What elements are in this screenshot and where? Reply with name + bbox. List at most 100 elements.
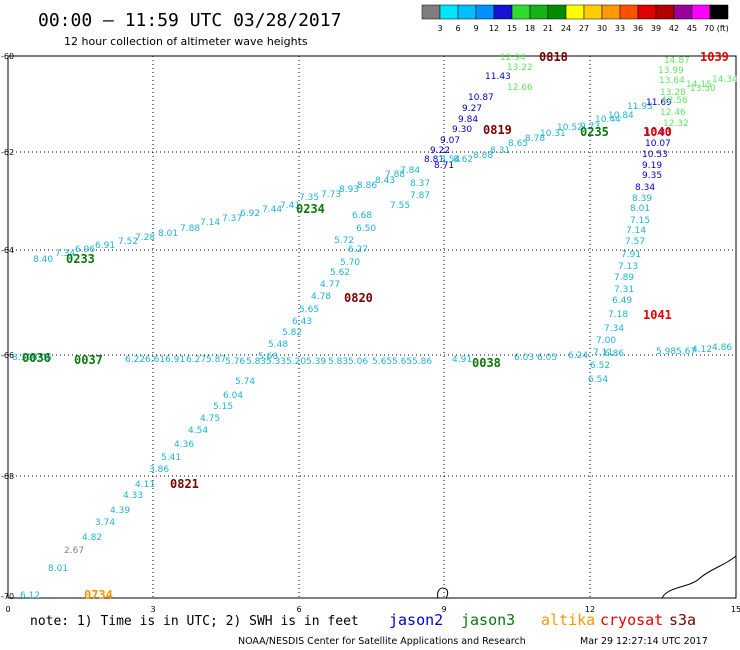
- wave-height-value: 7.52: [118, 237, 138, 247]
- wave-height-value: 9.19: [642, 161, 662, 171]
- wave-height-value: 5.82: [282, 328, 302, 338]
- wave-height-value: 14.34: [712, 75, 738, 85]
- wave-height-value: 10.44: [595, 115, 621, 125]
- scale-swatch: [547, 4, 567, 20]
- wave-height-value: 8.01: [630, 204, 650, 214]
- page-subtitle: 12 hour collection of altimeter wave hei…: [64, 35, 308, 48]
- wave-height-value: 11.93: [627, 102, 653, 112]
- scale-swatch: [493, 4, 513, 20]
- scale-swatch: [457, 4, 477, 20]
- wave-height-value: 6.27: [186, 355, 206, 365]
- wave-height-value: 6.92: [240, 209, 260, 219]
- footer-credit: NOAA/NESDIS Center for Satellite Applica…: [238, 636, 526, 647]
- wave-height-value: 6.86: [604, 349, 624, 359]
- satellite-legend-item: altika: [541, 611, 595, 629]
- pass-time-label: 1041: [643, 308, 672, 322]
- x-tick-label: 15: [731, 605, 740, 614]
- wave-height-value: 9.22: [430, 146, 450, 156]
- wave-height-value: 6.12: [20, 591, 40, 601]
- pass-time-label: 1039: [700, 50, 729, 64]
- wave-height-value: 12.94: [500, 53, 526, 63]
- wave-height-value: 7.55: [390, 201, 410, 211]
- wave-height-value: 8.54: [440, 155, 460, 165]
- wave-height-value: 5.65: [372, 357, 392, 367]
- wave-height-value: 11.43: [485, 72, 511, 82]
- wave-height-value: 7.57: [625, 237, 645, 247]
- wave-height-value: 3.86: [149, 465, 169, 475]
- wave-height-value: 8.34: [635, 183, 655, 193]
- wave-height-value: 5.06: [348, 357, 368, 367]
- pass-time-label: 0037: [74, 353, 103, 367]
- scale-label: 30: [597, 24, 607, 33]
- wave-height-value: 5.65: [299, 305, 319, 315]
- wave-height-value: 7.41: [280, 201, 300, 211]
- wave-height-value: 8.62: [453, 155, 473, 165]
- wave-height-value: 4.11: [135, 480, 155, 490]
- scale-swatch: [439, 4, 459, 20]
- scale-label: 12: [489, 24, 499, 33]
- wave-height-value: 6.03: [514, 353, 534, 363]
- wave-height-value: 11.69: [646, 98, 672, 108]
- wave-height-value: 12.66: [507, 83, 533, 93]
- scale-label: 42: [669, 24, 679, 33]
- scale-label: 45: [687, 24, 697, 33]
- wave-height-value: 10.52: [557, 123, 583, 133]
- wave-height-value: 8.65: [508, 139, 528, 149]
- wave-height-value: 14.15: [686, 80, 712, 90]
- x-tick-label: 12: [585, 605, 595, 614]
- wave-height-value: 12.46: [660, 108, 686, 118]
- wave-height-value: 10.80: [645, 128, 671, 138]
- wave-height-value: 8.01: [158, 229, 178, 239]
- scale-swatch: [511, 4, 531, 20]
- wave-height-value: 8.43: [375, 176, 395, 186]
- wave-height-value: 8.40: [33, 255, 53, 265]
- wave-height-value: 6.22: [125, 355, 145, 365]
- scale-label: 3: [437, 24, 442, 33]
- wave-height-value: 12.56: [662, 96, 688, 106]
- y-tick-label: -64: [1, 246, 14, 255]
- wave-height-value: 8.71: [434, 161, 454, 171]
- wave-height-value: 7.44: [262, 205, 282, 215]
- wave-height-value: 7.34: [55, 249, 75, 259]
- satellite-legend-item: s3a: [669, 611, 696, 629]
- wave-height-value: 7.18: [608, 310, 628, 320]
- wave-height-value: 6.91: [95, 241, 115, 251]
- wave-height-value: 7.13: [618, 262, 638, 272]
- wave-height-value: 7.14: [200, 218, 220, 228]
- pass-time-label: 0234: [296, 202, 325, 216]
- wave-height-value: 3.74: [95, 518, 115, 528]
- scale-label: 39: [651, 24, 661, 33]
- pass-time-label: 0821: [170, 477, 199, 491]
- wave-height-value: 7.87: [410, 191, 430, 201]
- wave-height-value: 7.89: [614, 273, 634, 283]
- wave-height-value: 6.96: [75, 245, 95, 255]
- wave-height-value: 9.27: [462, 104, 482, 114]
- wave-height-value: 7.73: [321, 190, 341, 200]
- page-title: 00:00 – 11:59 UTC 03/28/2017: [38, 10, 341, 31]
- satellite-legend-item: jason3: [461, 611, 515, 629]
- wave-height-value: 5.86: [412, 357, 432, 367]
- wave-height-value: 5.65: [392, 357, 412, 367]
- plot-frame: [7, 55, 737, 599]
- wave-height-value: 8.88: [473, 151, 493, 161]
- wave-height-value: 4.36: [174, 440, 194, 450]
- scale-swatch: [619, 4, 639, 20]
- wave-height-value: 6.50: [356, 224, 376, 234]
- wave-height-value: 7.28: [135, 233, 155, 243]
- wave-height-value: 10.53: [642, 150, 668, 160]
- wave-height-value: 5.62: [330, 268, 350, 278]
- wave-height-value: 5.70: [340, 258, 360, 268]
- scale-label: 15: [507, 24, 517, 33]
- wave-height-value: 5.72: [334, 236, 354, 246]
- wave-height-value: 7.35: [299, 193, 319, 203]
- wave-height-value: 8.32: [12, 353, 32, 363]
- wave-height-value: 6.91: [165, 355, 185, 365]
- wave-height-value: 8.81: [424, 155, 444, 165]
- scale-label: 24: [561, 24, 571, 33]
- wave-height-value: 7.14: [626, 226, 646, 236]
- wave-height-value: 7.15: [630, 216, 650, 226]
- wave-height-value: 10.31: [540, 129, 566, 139]
- coastline-path: [437, 554, 737, 599]
- wave-height-value: 4.33: [123, 491, 143, 501]
- wave-height-value: 8.39: [632, 194, 652, 204]
